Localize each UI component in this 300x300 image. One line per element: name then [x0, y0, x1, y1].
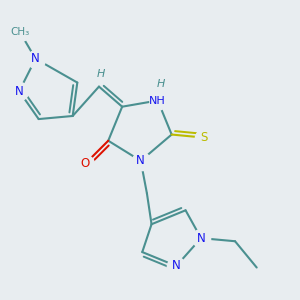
Text: S: S — [200, 131, 208, 144]
Text: CH₃: CH₃ — [11, 28, 30, 38]
Text: N: N — [31, 52, 40, 65]
Text: H: H — [157, 80, 165, 89]
Text: O: O — [80, 158, 90, 170]
Text: N: N — [197, 232, 206, 244]
Text: N: N — [172, 260, 181, 272]
Text: N: N — [15, 85, 24, 98]
Text: N: N — [136, 154, 145, 167]
Text: NH: NH — [149, 95, 166, 106]
Text: H: H — [96, 69, 105, 79]
